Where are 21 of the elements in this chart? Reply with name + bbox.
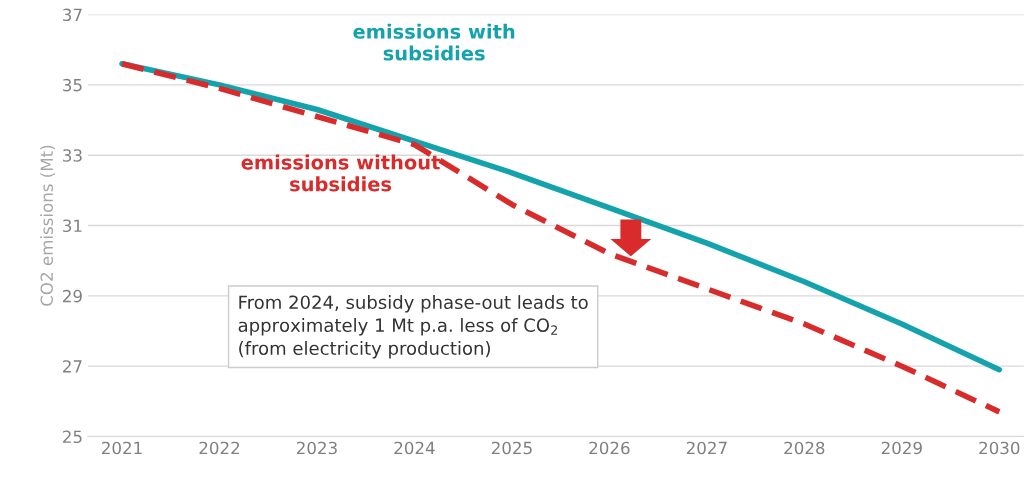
- x-tick-label: 2030: [979, 441, 1020, 455]
- x-tick-label: 2026: [589, 441, 630, 455]
- y-tick-label: 35: [63, 78, 82, 92]
- y-axis-title: CO2 emissions (Mt): [40, 145, 55, 306]
- y-tick-label: 25: [63, 430, 82, 444]
- y-tick-label: 31: [63, 219, 82, 233]
- y-tick-label: 37: [63, 8, 82, 22]
- series-label: emissions without subsidies: [241, 154, 440, 192]
- y-tick-label: 29: [63, 289, 82, 303]
- y-tick-label: 27: [63, 360, 82, 373]
- x-tick-label: 2027: [686, 441, 727, 455]
- x-tick-label: 2025: [491, 441, 532, 455]
- x-tick-label: 2028: [784, 441, 825, 455]
- x-tick-label: 2029: [881, 441, 922, 455]
- x-tick-label: 2023: [296, 441, 337, 455]
- text: From 2024, subsidy phase-out leads to approximately 1 Mt p.a. less of CO$_{2}$ (from electricity production): [238, 295, 588, 359]
- text: emissions with subsidies: [353, 23, 515, 61]
- x-tick-label: 2022: [199, 441, 240, 455]
- y-tick-label: 33: [63, 149, 82, 162]
- x-tick-label: 2024: [394, 441, 435, 455]
- x-tick-label: 2021: [102, 441, 142, 455]
